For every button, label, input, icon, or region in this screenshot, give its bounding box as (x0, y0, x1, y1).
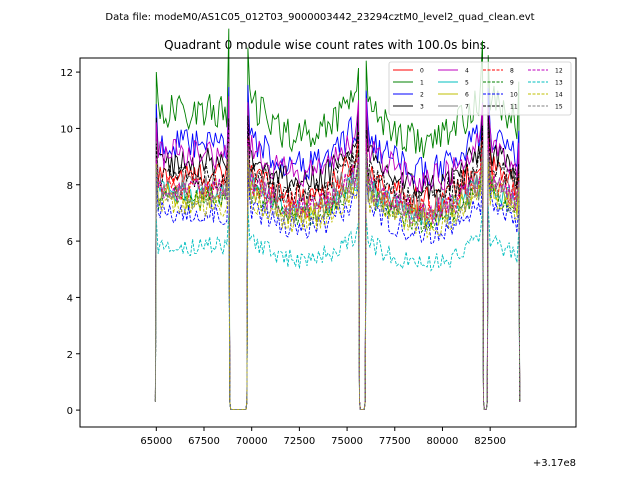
x-tick-label: 72500 (283, 436, 315, 447)
x-tick-label: 80000 (427, 436, 459, 447)
series-line-1 (154, 28, 521, 410)
legend-label-14: 14 (555, 92, 563, 99)
y-axis: 0 2 4 6 8 10 12 (60, 68, 80, 417)
legend-label-11: 11 (510, 104, 518, 111)
x-offset-label: +3.17e8 (533, 458, 576, 469)
legend-label-6: 6 (465, 92, 469, 99)
legend-label-4: 4 (465, 68, 469, 75)
legend-label-3: 3 (420, 104, 424, 111)
y-tick-label: 0 (67, 406, 73, 417)
legend-label-10: 10 (510, 92, 518, 99)
x-tick-label: 65000 (140, 436, 172, 447)
y-tick-label: 6 (67, 237, 73, 248)
plot-lines (154, 28, 521, 410)
legend-label-1: 1 (420, 80, 424, 87)
series-line-14 (154, 147, 521, 410)
x-axis: 65000 67500 70000 72500 75000 77500 80000 82500 (140, 427, 506, 447)
legend-label-0: 0 (420, 68, 424, 75)
legend-label-15: 15 (555, 104, 563, 111)
y-tick-label: 8 (67, 181, 73, 192)
series-line-12 (154, 128, 521, 410)
series-line-13 (154, 204, 521, 410)
y-tick-label: 2 (67, 350, 73, 361)
x-tick-label: 82500 (474, 436, 506, 447)
legend-label-12: 12 (555, 68, 563, 75)
chart-title: Quadrant 0 module wise count rates with … (164, 38, 490, 52)
y-tick-label: 10 (60, 124, 73, 135)
series-line-11 (154, 112, 521, 410)
axes-frame (79, 57, 577, 428)
x-tick-label: 67500 (188, 436, 220, 447)
x-tick-label: 75000 (331, 436, 363, 447)
legend-label-2: 2 (420, 92, 424, 99)
legend-label-13: 13 (555, 80, 563, 87)
x-tick-label: 70000 (236, 436, 268, 447)
y-tick-label: 12 (60, 68, 73, 79)
legend-label-7: 7 (465, 104, 469, 111)
chart-suptitle: Data file: modeM0/AS1C05_012T03_90000034… (105, 12, 534, 23)
legend-label-9: 9 (510, 80, 514, 87)
series-line-4 (154, 96, 521, 410)
series-line-9 (154, 142, 521, 410)
series-line-0 (154, 123, 521, 410)
legend-box (388, 61, 572, 116)
x-tick-label: 77500 (379, 436, 411, 447)
series-line-15 (154, 143, 521, 410)
legend-label-5: 5 (465, 80, 469, 87)
legend-label-8: 8 (510, 68, 514, 75)
series-line-3 (154, 105, 521, 410)
y-tick-label: 4 (67, 293, 73, 304)
